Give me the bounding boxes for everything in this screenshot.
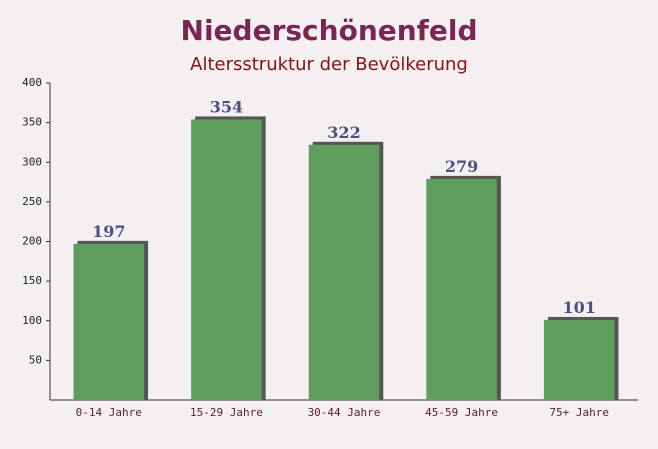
value-label: 279	[445, 157, 478, 176]
bar	[73, 243, 145, 400]
x-tick-label: 0-14 Jahre	[76, 406, 142, 419]
y-tick-label: 200	[22, 235, 42, 248]
bar	[308, 144, 380, 400]
x-tick-label: 30-44 Jahre	[308, 406, 381, 419]
value-label: 354	[210, 97, 243, 116]
y-tick-label: 250	[22, 195, 42, 208]
y-tick-label: 300	[22, 155, 42, 168]
bar	[191, 119, 262, 400]
x-tick-label: 45-59 Jahre	[425, 406, 498, 419]
x-tick-label: 75+ Jahre	[549, 406, 609, 419]
chart-title: Niederschönenfeld	[181, 14, 478, 47]
y-tick-label: 100	[22, 314, 42, 327]
bar	[426, 178, 497, 400]
value-label: 322	[327, 123, 360, 142]
chart-subtitle: Altersstruktur der Bevölkerung	[190, 54, 468, 75]
y-tick-label: 400	[22, 76, 42, 89]
value-label: 101	[562, 298, 595, 317]
value-label: 197	[92, 222, 125, 241]
bar	[543, 319, 615, 400]
x-tick-label: 15-29 Jahre	[190, 406, 263, 419]
y-tick-label: 150	[22, 274, 42, 287]
y-tick-label: 50	[29, 353, 42, 366]
y-tick-label: 350	[22, 116, 42, 129]
